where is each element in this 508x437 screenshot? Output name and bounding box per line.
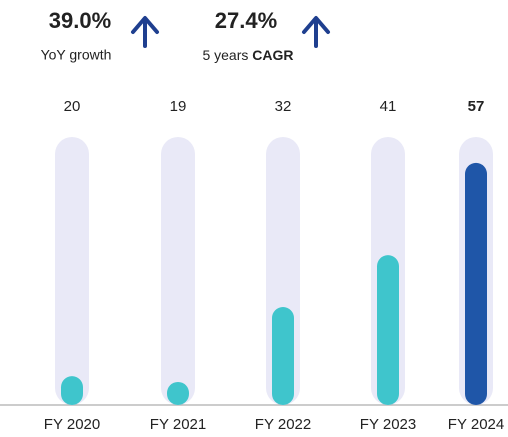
x-tick-label: FY 2020	[44, 416, 100, 433]
value-label: 41	[380, 98, 397, 115]
kpi-label: YoY growth	[41, 47, 112, 63]
bar	[465, 162, 487, 405]
x-tick-label: FY 2022	[255, 416, 311, 433]
value-label: 20	[64, 98, 81, 115]
kpi-value: 39.0%	[49, 8, 111, 33]
value-label: 19	[170, 98, 187, 115]
up-arrow	[302, 16, 330, 48]
kpi-label: 5 years CAGR	[202, 47, 293, 63]
bar-track	[55, 137, 89, 405]
up-arrow	[131, 16, 159, 48]
kpi-value: 27.4%	[215, 8, 277, 33]
bar	[167, 381, 189, 405]
x-tick-label: FY 2021	[150, 416, 206, 433]
bar	[377, 255, 399, 405]
value-label: 32	[275, 98, 292, 115]
bar	[272, 307, 294, 405]
x-tick-label: FY 2024	[448, 416, 504, 433]
kpi-label-bold: CAGR	[252, 47, 293, 63]
value-label: 57	[468, 98, 485, 115]
x-tick-label: FY 2023	[360, 416, 416, 433]
bar-track	[161, 137, 195, 405]
bar	[61, 376, 83, 405]
kpi-label-prefix: 5 years	[202, 47, 248, 63]
